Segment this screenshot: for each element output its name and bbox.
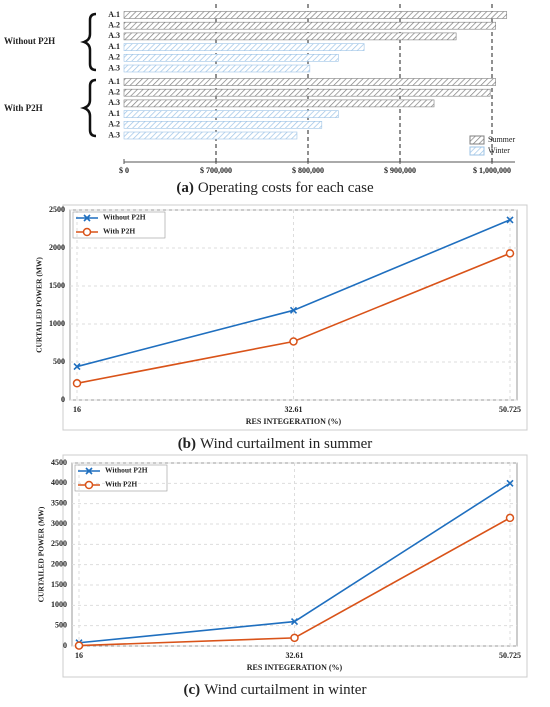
legend-label: Without P2H bbox=[103, 213, 146, 222]
x-tick-label: 32.61 bbox=[285, 405, 303, 414]
y-tick-label: A.2 bbox=[108, 88, 120, 97]
marker bbox=[289, 306, 298, 314]
caption-label: (c) bbox=[184, 682, 201, 698]
y-axis-label: CURTAILED POWER (MW) bbox=[37, 506, 46, 602]
caption-label: (b) bbox=[178, 436, 196, 452]
legend-box bbox=[74, 464, 168, 492]
caption-text: Wind curtailment in summer bbox=[200, 436, 372, 452]
x-tick-label: 16 bbox=[75, 651, 83, 660]
bar bbox=[123, 131, 298, 140]
y-tick-label: A.3 bbox=[108, 130, 120, 139]
marker bbox=[505, 513, 515, 523]
legend-swatch bbox=[469, 135, 485, 145]
panel-frame bbox=[62, 204, 528, 431]
x-tick-label: $ 1,000,000 bbox=[473, 166, 511, 175]
y-tick-label: 2500 bbox=[51, 539, 67, 548]
y-tick-label: 1500 bbox=[49, 281, 65, 290]
x-tick-label: $ 700,000 bbox=[200, 166, 232, 175]
group-label: With P2H bbox=[4, 103, 43, 113]
marker bbox=[289, 337, 298, 346]
caption-label: (a) bbox=[176, 180, 194, 196]
x-tick-label: $ 900,000 bbox=[384, 166, 416, 175]
y-tick-label: 500 bbox=[55, 620, 67, 629]
marker bbox=[84, 480, 94, 490]
x-tick-label: 32.61 bbox=[286, 651, 304, 660]
bar bbox=[123, 64, 311, 73]
y-tick-label: 4500 bbox=[51, 458, 67, 467]
caption: (b) Wind curtailment in summer bbox=[178, 436, 373, 452]
caption: (a) Operating costs for each case bbox=[176, 180, 374, 196]
x-tick-label: $ 800,000 bbox=[292, 166, 324, 175]
y-tick-label: A.1 bbox=[108, 109, 120, 118]
brace bbox=[80, 78, 97, 138]
marker bbox=[506, 216, 514, 224]
y-tick-label: 4000 bbox=[51, 478, 67, 487]
y-tick-label: 3000 bbox=[51, 519, 67, 528]
marker bbox=[85, 467, 93, 475]
bar bbox=[123, 88, 491, 97]
bar bbox=[123, 110, 339, 118]
marker bbox=[290, 633, 299, 643]
y-tick-label: 2000 bbox=[51, 559, 67, 568]
legend-label: Summer bbox=[488, 135, 515, 144]
bar bbox=[123, 43, 365, 51]
caption-text: Wind curtailment in winter bbox=[204, 682, 366, 698]
x-axis-label: RES INTEGERATION (%) bbox=[246, 417, 342, 426]
y-tick-label: A.3 bbox=[108, 31, 120, 40]
bar bbox=[123, 78, 496, 86]
y-tick-label: A.2 bbox=[108, 21, 120, 30]
y-tick-label: 2000 bbox=[49, 243, 65, 252]
y-axis-label: CURTAILED POWER (MW) bbox=[35, 257, 44, 353]
x-tick-label: $ 0 bbox=[119, 166, 129, 175]
x-tick-label: 50.725 bbox=[499, 405, 521, 414]
bar bbox=[123, 21, 496, 30]
group-label: Without P2H bbox=[4, 36, 55, 46]
y-tick-label: 1500 bbox=[51, 580, 67, 589]
brace bbox=[80, 12, 97, 72]
marker bbox=[73, 362, 81, 371]
legend-box bbox=[72, 211, 166, 239]
legend-label: Winter bbox=[488, 146, 510, 155]
marker bbox=[505, 249, 515, 258]
y-tick-label: 1000 bbox=[49, 319, 65, 328]
panel-frame bbox=[62, 454, 528, 678]
bar bbox=[123, 11, 508, 19]
bar bbox=[123, 99, 435, 108]
y-tick-label: 3500 bbox=[51, 498, 67, 507]
legend-label: With P2H bbox=[103, 227, 135, 236]
legend-label: With P2H bbox=[105, 480, 137, 489]
marker bbox=[83, 214, 91, 222]
y-tick-label: A.3 bbox=[108, 63, 120, 72]
caption: (c) Wind curtailment in winter bbox=[184, 682, 367, 698]
y-tick-label: 0 bbox=[61, 395, 65, 404]
marker bbox=[506, 479, 514, 487]
y-tick-label: A.1 bbox=[108, 42, 120, 51]
legend-swatch bbox=[469, 146, 485, 156]
bar bbox=[123, 32, 457, 41]
marker bbox=[74, 641, 84, 650]
y-tick-label: 0 bbox=[63, 641, 67, 650]
caption-text: Operating costs for each case bbox=[198, 180, 374, 196]
y-tick-label: 1000 bbox=[51, 600, 67, 609]
y-tick-label: 500 bbox=[53, 357, 65, 366]
y-tick-label: A.2 bbox=[108, 120, 120, 129]
x-tick-label: 50.725 bbox=[499, 651, 521, 660]
marker bbox=[290, 618, 299, 626]
y-tick-label: A.1 bbox=[108, 77, 120, 86]
marker bbox=[72, 379, 82, 388]
legend-label: Without P2H bbox=[105, 466, 148, 475]
y-tick-label: A.3 bbox=[108, 98, 120, 107]
y-tick-label: A.2 bbox=[108, 53, 120, 62]
y-tick-label: A.1 bbox=[108, 10, 120, 19]
y-tick-label: 2500 bbox=[49, 205, 65, 214]
bar bbox=[123, 121, 323, 129]
x-tick-label: 16 bbox=[73, 405, 81, 414]
x-axis-label: RES INTEGERATION (%) bbox=[247, 663, 343, 672]
marker bbox=[82, 227, 92, 237]
bar bbox=[123, 53, 339, 62]
